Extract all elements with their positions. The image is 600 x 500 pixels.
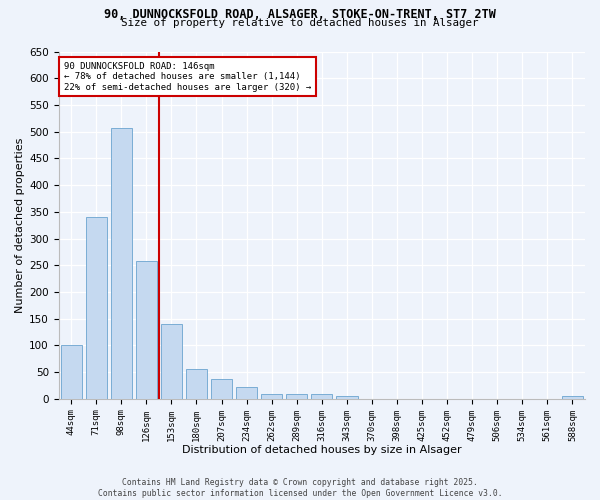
Bar bbox=[286, 394, 307, 399]
Bar bbox=[236, 386, 257, 399]
Text: 90, DUNNOCKSFOLD ROAD, ALSAGER, STOKE-ON-TRENT, ST7 2TW: 90, DUNNOCKSFOLD ROAD, ALSAGER, STOKE-ON… bbox=[104, 8, 496, 20]
Bar bbox=[61, 346, 82, 399]
X-axis label: Distribution of detached houses by size in Alsager: Distribution of detached houses by size … bbox=[182, 445, 461, 455]
Bar bbox=[562, 396, 583, 399]
Text: 90 DUNNOCKSFOLD ROAD: 146sqm
← 78% of detached houses are smaller (1,144)
22% of: 90 DUNNOCKSFOLD ROAD: 146sqm ← 78% of de… bbox=[64, 62, 311, 92]
Y-axis label: Number of detached properties: Number of detached properties bbox=[15, 138, 25, 313]
Bar bbox=[261, 394, 283, 399]
Bar bbox=[311, 394, 332, 399]
Bar bbox=[86, 217, 107, 399]
Bar bbox=[136, 261, 157, 399]
Text: Size of property relative to detached houses in Alsager: Size of property relative to detached ho… bbox=[121, 18, 479, 28]
Bar bbox=[336, 396, 358, 399]
Text: Contains HM Land Registry data © Crown copyright and database right 2025.
Contai: Contains HM Land Registry data © Crown c… bbox=[98, 478, 502, 498]
Bar bbox=[161, 324, 182, 399]
Bar bbox=[110, 128, 132, 399]
Bar bbox=[186, 370, 207, 399]
Bar bbox=[211, 378, 232, 399]
